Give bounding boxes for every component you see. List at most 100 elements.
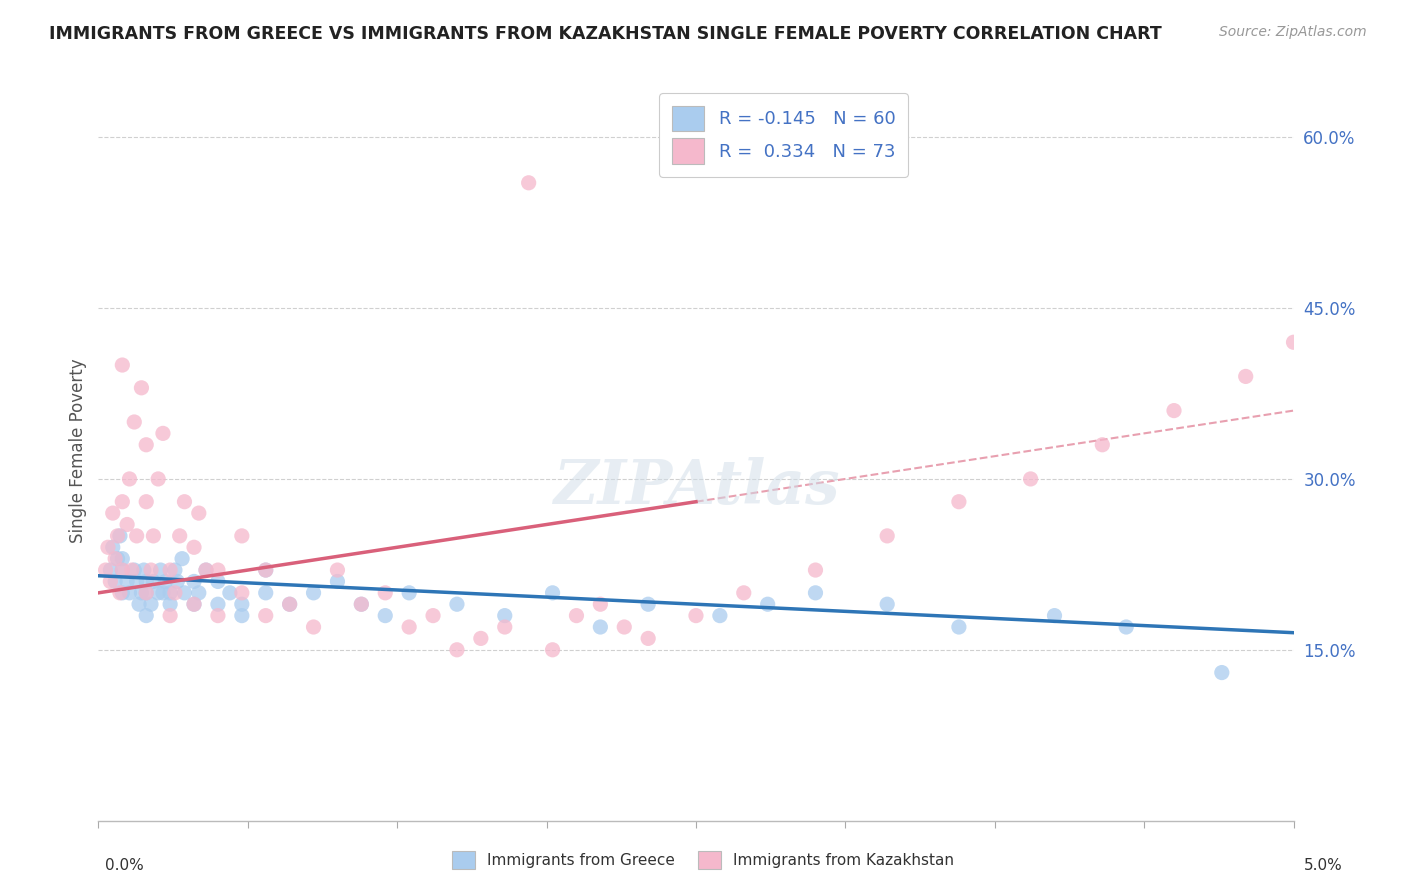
Point <box>125 529 148 543</box>
Point <box>709 608 731 623</box>
Point <box>637 597 659 611</box>
Point <box>135 586 157 600</box>
Point <box>183 597 205 611</box>
Point <box>1043 608 1066 623</box>
Point <box>132 563 155 577</box>
Point <box>278 597 301 611</box>
Point <box>517 176 540 190</box>
Point <box>163 586 186 600</box>
Point <box>1019 472 1042 486</box>
Point <box>98 563 122 577</box>
Point <box>124 415 146 429</box>
Point <box>1163 403 1185 417</box>
Point <box>446 597 468 611</box>
Point <box>149 563 172 577</box>
Point <box>613 620 636 634</box>
Point <box>159 586 181 600</box>
Point <box>326 563 349 577</box>
Point <box>115 517 138 532</box>
Point <box>118 586 141 600</box>
Point <box>118 472 141 486</box>
Point <box>183 597 205 611</box>
Legend: Immigrants from Greece, Immigrants from Kazakhstan: Immigrants from Greece, Immigrants from … <box>446 845 960 875</box>
Point <box>128 597 150 611</box>
Point <box>637 632 659 646</box>
Point <box>135 438 157 452</box>
Point <box>111 563 134 577</box>
Point <box>948 620 970 634</box>
Point <box>115 574 138 589</box>
Point <box>589 597 612 611</box>
Point <box>207 574 229 589</box>
Point <box>494 620 516 634</box>
Point <box>876 597 898 611</box>
Point <box>398 586 420 600</box>
Point <box>207 608 229 623</box>
Text: IMMIGRANTS FROM GREECE VS IMMIGRANTS FROM KAZAKHSTAN SINGLE FEMALE POVERTY CORRE: IMMIGRANTS FROM GREECE VS IMMIGRANTS FRO… <box>49 25 1161 43</box>
Point <box>148 586 170 600</box>
Text: ZIPAtlas: ZIPAtlas <box>553 458 839 517</box>
Point <box>107 551 129 566</box>
Point <box>254 608 277 623</box>
Point <box>111 358 134 372</box>
Point <box>173 494 195 508</box>
Point <box>183 541 205 555</box>
Point <box>111 494 134 508</box>
Point <box>398 620 420 634</box>
Point <box>350 597 373 611</box>
Point <box>101 506 124 520</box>
Point <box>94 563 117 577</box>
Point <box>183 574 205 589</box>
Point <box>278 597 301 611</box>
Text: 0.0%: 0.0% <box>105 858 145 873</box>
Point <box>302 620 325 634</box>
Point <box>195 563 218 577</box>
Point <box>1091 438 1114 452</box>
Point <box>1234 369 1257 384</box>
Point <box>254 586 277 600</box>
Point <box>541 586 564 600</box>
Legend: R = -0.145   N = 60, R =  0.334   N = 73: R = -0.145 N = 60, R = 0.334 N = 73 <box>659 93 908 177</box>
Point <box>948 494 970 508</box>
Point <box>111 586 134 600</box>
Point <box>756 597 779 611</box>
Point <box>135 574 157 589</box>
Point <box>135 608 157 623</box>
Point <box>685 608 707 623</box>
Point <box>121 563 143 577</box>
Point <box>207 597 229 611</box>
Point <box>107 529 129 543</box>
Point <box>374 608 396 623</box>
Point <box>108 586 131 600</box>
Point <box>124 563 146 577</box>
Point <box>254 563 277 577</box>
Point <box>1115 620 1137 634</box>
Point <box>231 529 253 543</box>
Point <box>565 608 588 623</box>
Point <box>446 642 468 657</box>
Point <box>804 563 827 577</box>
Point <box>111 551 134 566</box>
Y-axis label: Single Female Poverty: Single Female Poverty <box>69 359 87 542</box>
Point <box>98 574 122 589</box>
Point <box>111 563 134 577</box>
Point <box>142 574 165 589</box>
Point <box>135 586 157 600</box>
Text: Source: ZipAtlas.com: Source: ZipAtlas.com <box>1219 25 1367 39</box>
Point <box>350 597 373 611</box>
Point <box>494 608 516 623</box>
Point <box>139 597 162 611</box>
Point <box>231 608 253 623</box>
Text: 5.0%: 5.0% <box>1303 858 1343 873</box>
Point <box>804 586 827 600</box>
Point <box>302 586 325 600</box>
Point <box>125 574 148 589</box>
Point <box>104 551 127 566</box>
Point <box>159 597 181 611</box>
Point <box>139 563 162 577</box>
Point <box>101 541 124 555</box>
Point <box>1282 335 1305 350</box>
Point <box>169 529 191 543</box>
Point <box>187 506 209 520</box>
Point <box>589 620 612 634</box>
